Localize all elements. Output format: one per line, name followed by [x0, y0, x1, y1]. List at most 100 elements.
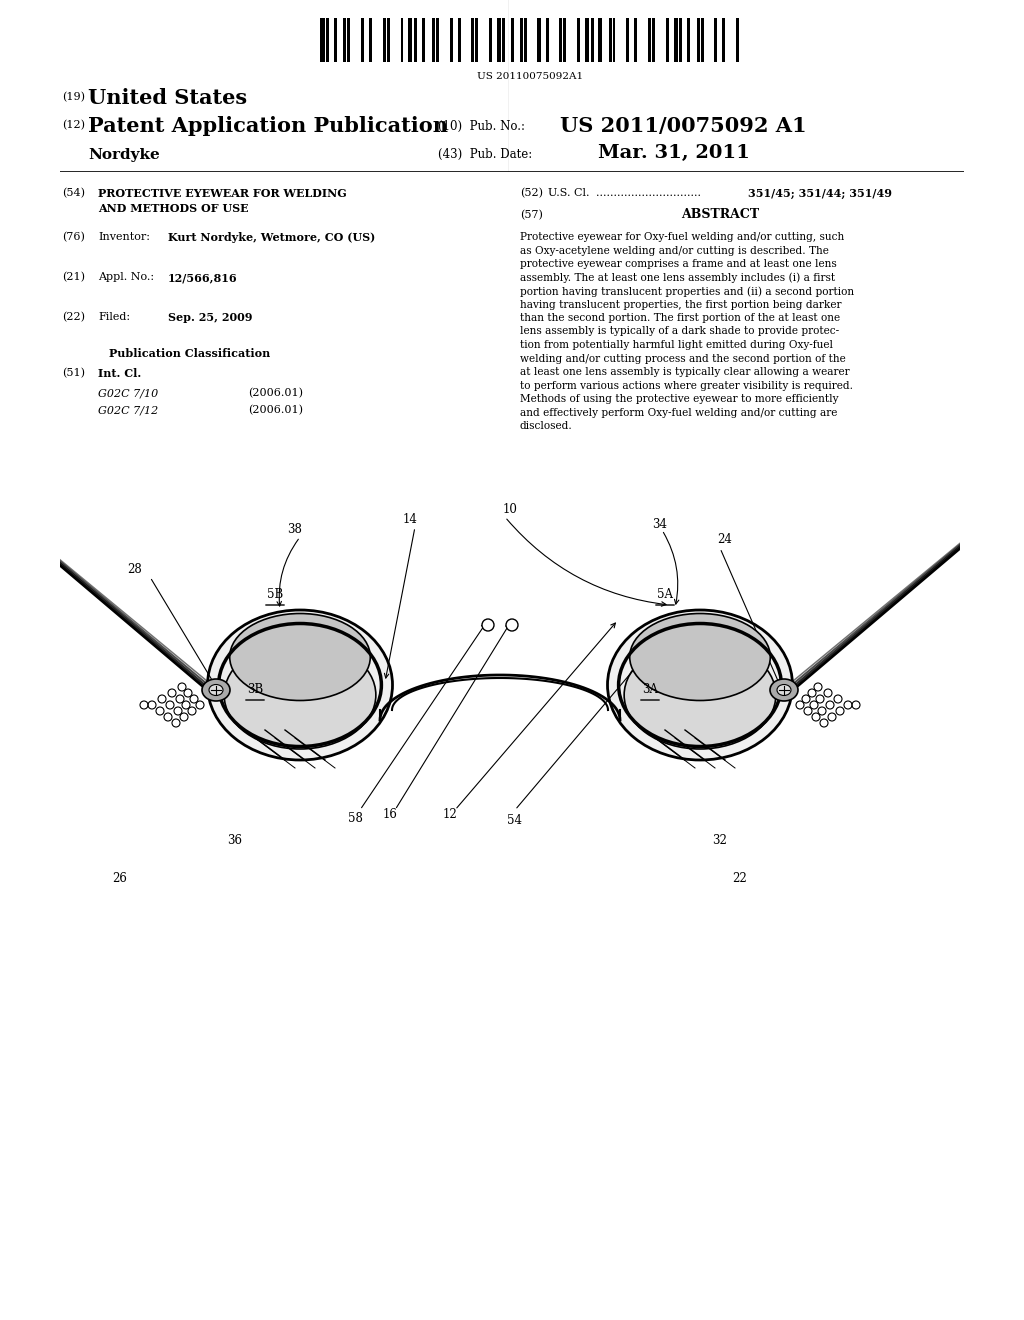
- Text: than the second portion. The first portion of the at least one: than the second portion. The first porti…: [520, 313, 840, 323]
- Text: disclosed.: disclosed.: [520, 421, 572, 432]
- Text: 38: 38: [288, 524, 302, 536]
- Text: Appl. No.:: Appl. No.:: [98, 272, 155, 282]
- Text: 3A: 3A: [642, 684, 658, 697]
- Text: 12: 12: [442, 808, 458, 821]
- Bar: [370, 18, 372, 62]
- Bar: [497, 18, 501, 62]
- Bar: [679, 18, 682, 62]
- Text: (54): (54): [62, 187, 85, 198]
- Bar: [423, 18, 425, 62]
- Text: 3B: 3B: [247, 684, 263, 697]
- Bar: [409, 18, 413, 62]
- Bar: [343, 18, 346, 62]
- Bar: [502, 18, 505, 62]
- Text: 351/45; 351/44; 351/49: 351/45; 351/44; 351/49: [748, 187, 892, 199]
- Text: United States: United States: [88, 88, 247, 108]
- Bar: [387, 18, 390, 62]
- Text: and effectively perform Oxy-fuel welding and/or cutting are: and effectively perform Oxy-fuel welding…: [520, 408, 838, 417]
- Bar: [546, 18, 549, 62]
- Text: (22): (22): [62, 312, 85, 322]
- Text: 54: 54: [508, 813, 522, 826]
- Text: (2006.01): (2006.01): [248, 388, 303, 399]
- Bar: [520, 18, 523, 62]
- Text: Filed:: Filed:: [98, 312, 130, 322]
- Bar: [414, 18, 418, 62]
- Bar: [347, 18, 350, 62]
- Circle shape: [506, 619, 518, 631]
- Bar: [383, 18, 386, 62]
- Bar: [471, 18, 474, 62]
- Text: Patent Application Publication: Patent Application Publication: [88, 116, 449, 136]
- Text: Protective eyewear for Oxy-fuel welding and/or cutting, such: Protective eyewear for Oxy-fuel welding …: [520, 232, 844, 242]
- Text: 5A: 5A: [657, 589, 673, 602]
- Text: (76): (76): [62, 232, 85, 243]
- Text: (19): (19): [62, 92, 85, 103]
- Text: 12/566,816: 12/566,816: [168, 272, 238, 282]
- Ellipse shape: [777, 685, 791, 696]
- Bar: [635, 18, 637, 62]
- Bar: [563, 18, 566, 62]
- Text: tion from potentially harmful light emitted during Oxy-fuel: tion from potentially harmful light emit…: [520, 341, 833, 350]
- Text: G02C 7/10: G02C 7/10: [98, 388, 159, 399]
- Text: PROTECTIVE EYEWEAR FOR WELDING: PROTECTIVE EYEWEAR FOR WELDING: [98, 187, 347, 199]
- Bar: [714, 18, 717, 62]
- Bar: [608, 18, 611, 62]
- Text: 36: 36: [227, 833, 243, 846]
- Bar: [598, 18, 602, 62]
- Ellipse shape: [208, 610, 392, 760]
- Bar: [450, 18, 453, 62]
- Bar: [722, 18, 725, 62]
- Text: Methods of using the protective eyewear to more efficiently: Methods of using the protective eyewear …: [520, 393, 839, 404]
- Text: as Oxy-acetylene welding and/or cutting is described. The: as Oxy-acetylene welding and/or cutting …: [520, 246, 828, 256]
- Text: Int. Cl.: Int. Cl.: [98, 368, 141, 379]
- Bar: [591, 18, 594, 62]
- Text: (10)  Pub. No.:: (10) Pub. No.:: [438, 120, 525, 133]
- Text: ..............................: ..............................: [596, 187, 701, 198]
- Text: 58: 58: [347, 812, 362, 825]
- Bar: [327, 18, 329, 62]
- Text: Inventor:: Inventor:: [98, 232, 150, 242]
- Text: Publication Classification: Publication Classification: [110, 348, 270, 359]
- Text: 26: 26: [113, 871, 127, 884]
- Text: ABSTRACT: ABSTRACT: [681, 209, 759, 220]
- Text: (51): (51): [62, 368, 85, 379]
- Text: Nordyke: Nordyke: [88, 148, 160, 162]
- Ellipse shape: [229, 614, 371, 701]
- Bar: [651, 18, 654, 62]
- Ellipse shape: [625, 642, 776, 748]
- Ellipse shape: [202, 678, 230, 701]
- Bar: [458, 18, 461, 62]
- Bar: [578, 18, 581, 62]
- Bar: [334, 18, 337, 62]
- Ellipse shape: [630, 614, 770, 701]
- Text: (52): (52): [520, 187, 543, 198]
- Bar: [475, 18, 478, 62]
- Bar: [400, 18, 403, 62]
- Text: 32: 32: [713, 833, 727, 846]
- Ellipse shape: [607, 610, 793, 760]
- Bar: [626, 18, 629, 62]
- Bar: [319, 18, 325, 62]
- Text: 10: 10: [503, 503, 517, 516]
- Text: Sep. 25, 2009: Sep. 25, 2009: [168, 312, 253, 323]
- Text: assembly. The at least one lens assembly includes (i) a first: assembly. The at least one lens assembly…: [520, 272, 836, 282]
- Bar: [559, 18, 562, 62]
- Text: Kurt Nordyke, Wetmore, CO (US): Kurt Nordyke, Wetmore, CO (US): [168, 232, 375, 243]
- Text: having translucent properties, the first portion being darker: having translucent properties, the first…: [520, 300, 842, 309]
- Bar: [585, 18, 589, 62]
- Text: US 20110075092A1: US 20110075092A1: [477, 73, 583, 81]
- Text: (43)  Pub. Date:: (43) Pub. Date:: [438, 148, 532, 161]
- Text: 28: 28: [128, 564, 142, 577]
- Text: U.S. Cl.: U.S. Cl.: [548, 187, 590, 198]
- Text: at least one lens assembly is typically clear allowing a wearer: at least one lens assembly is typically …: [520, 367, 850, 378]
- Text: (2006.01): (2006.01): [248, 405, 303, 416]
- Bar: [538, 18, 541, 62]
- Text: (57): (57): [520, 210, 543, 220]
- Bar: [488, 18, 492, 62]
- Text: 22: 22: [732, 871, 748, 884]
- Bar: [700, 18, 703, 62]
- Text: 5B: 5B: [267, 589, 283, 602]
- Bar: [436, 18, 438, 62]
- Bar: [697, 18, 699, 62]
- Ellipse shape: [224, 642, 376, 748]
